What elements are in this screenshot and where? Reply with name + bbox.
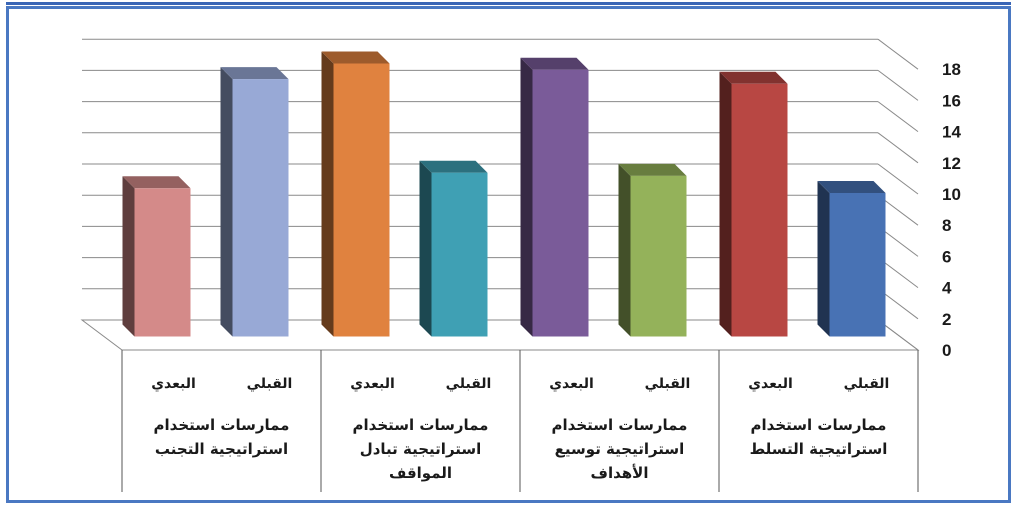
bar	[731, 83, 788, 337]
bar-top	[618, 163, 687, 176]
bar-side	[321, 51, 334, 337]
gridline-side	[877, 101, 919, 133]
bar	[630, 175, 687, 337]
bar	[232, 79, 289, 337]
category-label: الأهداف	[591, 464, 649, 482]
y-tick-label: 2	[942, 310, 951, 329]
bar-top	[122, 176, 191, 189]
gridline-side	[877, 70, 919, 101]
category-label: استراتيجية تبادل	[360, 440, 482, 458]
gridline-side	[877, 163, 919, 195]
y-tick-label: 10	[942, 185, 961, 204]
category-label: استراتيجية التجنب	[155, 440, 288, 458]
y-tick-label: 6	[942, 247, 951, 266]
category-label: استراتيجية التسلط	[750, 440, 888, 458]
y-axis-ticks: 0 2 4 6 8 10 12 14 16 18	[942, 60, 961, 360]
sub-label: البعدي	[151, 376, 196, 393]
bar-top	[719, 71, 788, 84]
bar-side	[220, 67, 233, 337]
y-tick-label: 16	[942, 91, 961, 110]
bar-side	[719, 71, 732, 337]
y-tick-label: 4	[942, 279, 952, 298]
sub-label: القبلي	[247, 376, 293, 392]
bar-side	[520, 57, 533, 337]
sub-label: القبلي	[844, 376, 890, 392]
bar-top	[321, 51, 390, 64]
sub-label: البعدي	[549, 376, 594, 393]
sub-label: البعدي	[748, 376, 793, 393]
gridline-side	[877, 38, 919, 70]
sub-label: القبلي	[446, 376, 492, 392]
category-label: ممارسات استخدام	[751, 416, 887, 434]
category-label: استراتيجية توسيع	[555, 440, 685, 458]
y-tick-label: 14	[942, 123, 961, 142]
sub-label: البعدي	[350, 376, 395, 393]
bar-top	[520, 57, 589, 70]
category-label: ممارسات استخدام	[552, 416, 688, 434]
bar-side	[419, 160, 432, 337]
bar	[134, 188, 191, 337]
bar-side	[618, 163, 631, 337]
bar-layer	[122, 51, 886, 337]
category-label: المواقف	[389, 464, 452, 482]
bar	[532, 69, 589, 337]
y-tick-label: 0	[942, 341, 951, 360]
chart-floor	[80, 319, 920, 351]
y-tick-label: 8	[942, 216, 951, 235]
top-rule	[6, 2, 1011, 5]
bar-top	[817, 180, 886, 193]
bar-side	[817, 180, 830, 337]
bar	[431, 172, 488, 337]
y-tick-label: 18	[942, 60, 961, 79]
category-label: ممارسات استخدام	[353, 416, 489, 434]
bar-side	[122, 176, 135, 337]
bar-top	[220, 67, 289, 80]
bar	[333, 63, 390, 337]
bar-top	[419, 160, 488, 173]
bar	[829, 192, 886, 337]
sub-label: القبلي	[645, 376, 691, 392]
grid-layer	[80, 38, 920, 351]
y-tick-label: 12	[942, 154, 961, 173]
gridline-side	[877, 132, 919, 164]
category-label: ممارسات استخدام	[154, 416, 290, 434]
category-table: القبلي البعدي ممارسات استخدام استراتيجية ال…	[121, 350, 919, 492]
